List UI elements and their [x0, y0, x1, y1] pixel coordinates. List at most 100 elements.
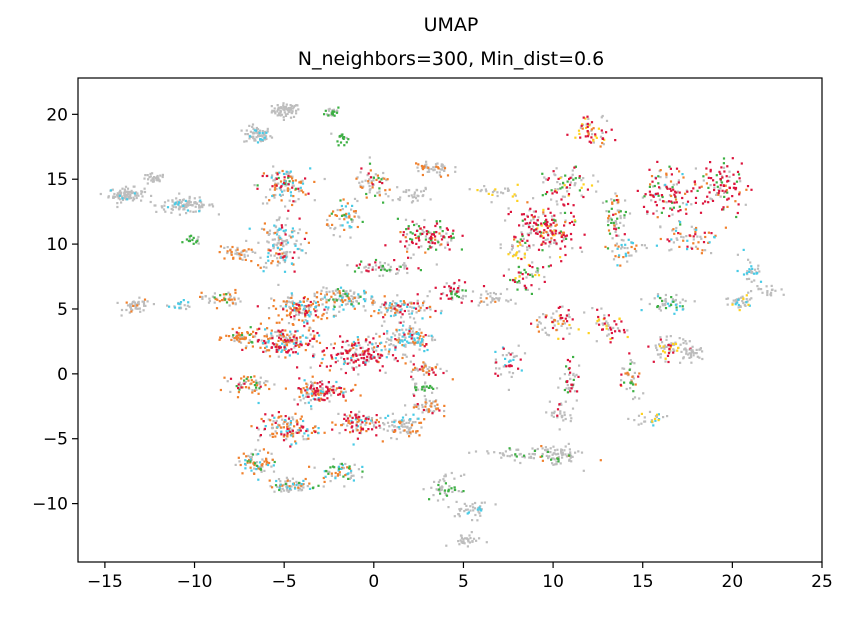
scatter-point-orange	[335, 387, 338, 390]
scatter-point-grey	[398, 265, 401, 268]
scatter-point-grey	[272, 245, 275, 249]
scatter-point-grey	[287, 107, 290, 110]
scatter-point-crimson	[375, 414, 378, 417]
scatter-point-orange	[627, 373, 630, 376]
scatter-point-grey	[283, 231, 286, 234]
scatter-point-green	[454, 488, 457, 491]
scatter-point-grey	[273, 490, 276, 493]
scatter-point-grey	[460, 296, 463, 299]
scatter-point-orange	[250, 382, 253, 385]
scatter-point-cyan	[748, 270, 751, 273]
scatter-point-cyan	[341, 296, 344, 299]
scatter-point-grey	[477, 506, 480, 510]
scatter-point-crimson	[524, 222, 527, 225]
scatter-point-green	[556, 457, 559, 460]
scatter-point-grey	[375, 349, 378, 352]
scatter-point-cyan	[352, 305, 355, 308]
scatter-point-grey	[273, 345, 276, 348]
scatter-point-crimson	[337, 353, 340, 356]
scatter-point-grey	[404, 343, 407, 346]
scatter-point-grey	[313, 466, 316, 469]
scatter-point-grey	[348, 226, 351, 229]
scatter-point-grey	[264, 131, 267, 134]
scatter-point-grey	[424, 382, 427, 385]
scatter-point-crimson	[494, 372, 497, 375]
scatter-point-grey	[561, 305, 564, 308]
scatter-point-orange	[354, 383, 357, 387]
scatter-point-cyan	[302, 479, 305, 482]
scatter-point-orange	[672, 228, 675, 231]
scatter-point-crimson	[746, 185, 750, 188]
scatter-point-green	[572, 178, 575, 181]
scatter-point-grey	[383, 320, 386, 323]
scatter-point-grey	[684, 348, 687, 351]
scatter-point-grey	[549, 451, 552, 454]
scatter-point-orange	[219, 336, 222, 339]
scatter-point-green	[359, 295, 362, 298]
scatter-point-crimson	[434, 224, 437, 228]
scatter-point-grey	[330, 132, 333, 135]
scatter-point-orange	[342, 198, 345, 201]
scatter-point-crimson	[435, 231, 438, 234]
scatter-point-grey	[747, 291, 750, 294]
scatter-point-green	[385, 269, 389, 272]
scatter-point-orange	[241, 337, 244, 340]
scatter-point-green	[374, 194, 377, 197]
scatter-point-crimson	[360, 167, 363, 170]
scatter-point-crimson	[671, 208, 674, 211]
scatter-point-green	[445, 494, 449, 497]
scatter-point-crimson	[564, 245, 567, 248]
scatter-point-green	[339, 141, 343, 144]
scatter-point-grey	[269, 188, 272, 191]
scatter-point-grey	[179, 201, 182, 204]
scatter-point-green	[278, 488, 281, 492]
scatter-point-grey	[433, 168, 436, 171]
scatter-point-grey	[471, 540, 474, 543]
scatter-point-grey	[133, 301, 137, 304]
scatter-point-orange	[271, 432, 274, 435]
scatter-point-grey	[293, 104, 296, 108]
scatter-point-grey	[344, 340, 347, 343]
scatter-point-grey	[185, 204, 188, 208]
scatter-point-grey	[606, 322, 609, 325]
scatter-point-grey	[281, 418, 284, 421]
scatter-point-grey	[431, 335, 434, 339]
scatter-point-orange	[635, 244, 638, 247]
scatter-point-crimson	[355, 416, 358, 419]
scatter-point-orange	[268, 461, 271, 465]
scatter-point-grey	[612, 258, 616, 261]
scatter-point-grey	[402, 263, 405, 267]
scatter-point-green	[348, 465, 351, 468]
scatter-point-grey	[270, 452, 273, 455]
scatter-point-crimson	[262, 350, 265, 353]
scatter-point-crimson	[544, 316, 547, 319]
scatter-point-grey	[344, 390, 347, 393]
scatter-point-crimson	[243, 382, 246, 385]
scatter-point-orange	[353, 215, 356, 218]
scatter-point-orange	[617, 255, 620, 259]
scatter-point-grey	[521, 455, 524, 458]
scatter-point-crimson	[414, 233, 417, 236]
scatter-point-grey	[483, 185, 486, 188]
scatter-point-grey	[358, 418, 361, 421]
scatter-point-grey	[467, 539, 470, 542]
scatter-point-grey	[445, 369, 448, 373]
scatter-point-grey	[465, 537, 468, 540]
scatter-point-orange	[435, 165, 438, 168]
scatter-point-crimson	[293, 270, 296, 273]
scatter-point-crimson	[652, 212, 655, 215]
scatter-point-crimson	[417, 267, 420, 270]
scatter-point-cyan	[281, 342, 284, 345]
scatter-point-crimson	[284, 233, 287, 236]
scatter-point-grey	[144, 174, 147, 177]
scatter-point-orange	[300, 484, 303, 487]
scatter-point-yellow	[559, 176, 562, 180]
scatter-point-cyan	[299, 340, 302, 343]
scatter-point-grey	[123, 190, 126, 193]
scatter-point-grey	[527, 223, 530, 226]
scatter-point-grey	[346, 424, 349, 427]
scatter-point-crimson	[513, 235, 516, 238]
scatter-point-crimson	[531, 266, 534, 269]
scatter-point-crimson	[358, 431, 361, 434]
scatter-point-orange	[252, 330, 255, 333]
